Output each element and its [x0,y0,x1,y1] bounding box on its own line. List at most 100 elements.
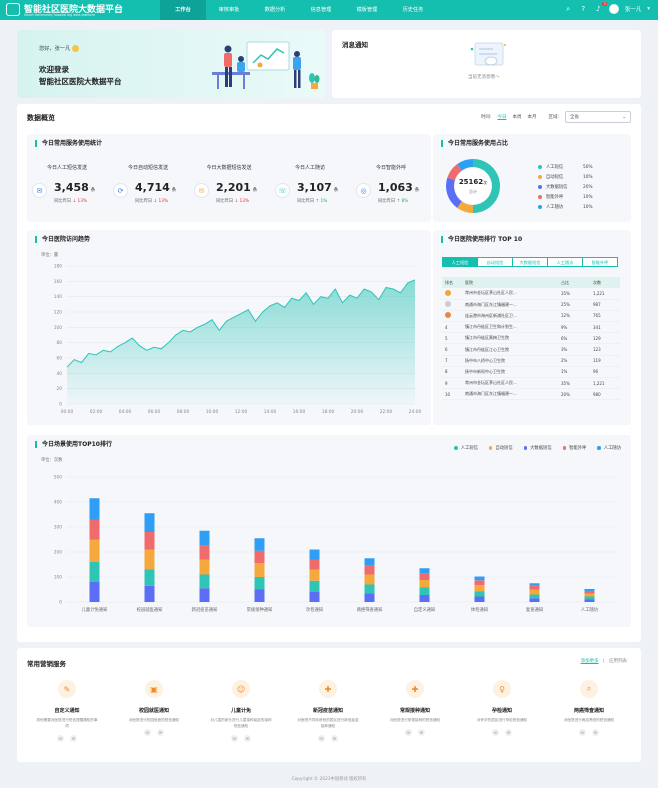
service-card[interactable]: ⌕ 两癌筛查通知 对医院进行两癌筛查的短信通知 ☏ ✉ [549,680,629,755]
legend-item: 智能外呼 10% [538,192,618,202]
time-option-today[interactable]: 今日 [497,115,507,120]
table-row[interactable]: 1常州市金坛区茅山社区人民...35%1,221 [442,288,620,300]
stat-bigdata-sms: 今日大数据短信发送 ✉ 2,201 条 同比昨日 ↓ 13% [189,164,269,214]
service-card[interactable]: ☺ 儿童计免 对儿童的家长进行儿童接种疫苗的接种短信通知 ☏ ✉ [201,680,281,755]
avatar[interactable] [608,4,619,14]
region-select[interactable]: 全省 ⌄ [565,111,631,123]
y-tick-label: 100 [54,575,62,581]
table-cell: 96 [590,366,620,379]
table-cell: 南通市海门区东江镇福建一... [462,388,558,401]
tab-smart-call[interactable]: 智能外呼 [582,257,618,267]
bar-segment [309,559,320,570]
app-list-link[interactable]: 应用列表 [609,659,627,664]
nav-templates[interactable]: 模板管理 [356,7,378,13]
table-row[interactable]: 3连云港市海州区新浦社区卫...12%765 [442,310,620,323]
bar-segment [584,589,595,591]
stat-value: 4,714 条 [135,181,177,194]
stat-label: 今日大数据短信发送 [206,165,252,171]
message-icon[interactable]: ✉ [592,729,599,736]
tab-bigdata-sms[interactable]: 大数据短信 [512,257,548,267]
y-tick-label: 0 [59,402,62,408]
message-icon[interactable]: ✉ [505,729,512,736]
chevron-down-icon[interactable]: ▾ [647,6,650,12]
nav-workbench[interactable]: 工作台 [160,0,206,20]
phone-icon[interactable]: ☏ [144,729,151,736]
message-icon[interactable]: ✉ [244,735,251,742]
phone-icon[interactable]: ☏ [318,735,325,742]
service-icon: ✚ [406,680,424,698]
medal-icon [445,312,451,319]
service-card[interactable]: ♀ 孕检通知 对怀孕的居民进行孕检短信通知 ☏ ✉ [462,680,542,755]
x-tick-label: 新冠疫苗通知 [192,606,218,613]
service-actions: ☏ ✉ [114,729,194,736]
table-cell: 9 [442,377,462,390]
stat-manual-followup: 今日人工随访 ☏ 3,107 条 同比昨日 ↑ 1% [270,164,350,214]
bell-icon[interactable]: ♪ 3 [595,1,607,13]
scene-ranking-title: 今日场景使用TOP10排行 [35,441,112,448]
table-row[interactable]: 9 常州市金坛区茅山社区人民... 35% 1,221 [442,377,620,390]
time-option-week[interactable]: 本周 [512,115,522,120]
y-tick-label: 100 [54,325,62,331]
trend-area [67,279,415,404]
donut-slice [447,164,462,181]
service-card[interactable]: ▣ 校园就医通知 对医院进行校园就医的短信通知 ☏ ✉ [114,680,194,755]
service-card[interactable]: ✚ 常规接种通知 对医院进行常规接种的短信通知 ☏ ✉ [375,680,455,755]
table-cell: 980 [590,388,620,401]
phone-icon[interactable]: ☏ [579,729,586,736]
bar-segment [474,576,485,581]
tab-manual-followup[interactable]: 人工随访 [547,257,583,267]
legend-item: 自动短信 [488,445,513,451]
col-share: 占比 [558,277,590,288]
service-card[interactable]: ✎ 自定义通知 其他需要对医院进行短信提醒通知的事项 ☏ ✉ [27,680,107,755]
service-actions: ☏ ✉ [201,735,281,742]
tab-manual-sms[interactable]: 人工短信 [442,257,478,267]
bar-segment [254,589,265,602]
add-more-link[interactable]: 添加更多 [580,659,599,664]
notification-badge: 3 [602,1,607,6]
phone-icon[interactable]: ☏ [57,735,64,742]
table-row[interactable]: 6 镇江市丹徒区江心卫生院 3% 123 [442,343,620,356]
message-icon[interactable]: ✉ [331,735,338,742]
scene-bar-chart: 0 100 200 300 400 500 儿童计免通知 校园就医通知 新冠疫苗通知 常规接种通知… [54,475,617,613]
table-cell: 35% [558,377,590,390]
nav-history[interactable]: 历史任务 [402,7,424,13]
time-option-month[interactable]: 本月 [527,115,537,120]
table-cell: 8 [442,366,462,379]
help-icon[interactable]: ? [581,5,586,13]
message-icon[interactable]: ✉ [70,735,77,742]
service-card[interactable]: ✚ 新冠疫苗通知 对医院不同年龄段的居民进行新冠疫苗接种通知 ☏ ✉ [288,680,368,755]
service-actions: ☏ ✉ [27,735,107,742]
search-icon[interactable]: ⌕ [566,4,571,13]
bar-segment [309,592,320,602]
table-row[interactable]: 8 扬中市新坝中心卫生院 1% 96 [442,366,620,379]
message-icon[interactable]: ✉ [157,729,164,736]
y-tick-label: 120 [54,310,62,316]
nav-analysis[interactable]: 数据分析 [264,7,286,13]
table-row[interactable]: 5 镇江市丹徒区黄梅卫生院 6% 129 [442,332,620,345]
table-row[interactable]: 7 扬中市八桥中心卫生院 2% 119 [442,355,620,367]
nav-info[interactable]: 信息管理 [310,7,332,13]
phone-icon[interactable]: ☏ [405,729,412,736]
table-cell: 扬中市八桥中心卫生院 [462,355,558,367]
table-cell: 镇江市丹徒区江心卫生院 [462,343,558,356]
visit-trend-title: 今日医院访问趋势 [35,236,90,243]
phone-icon[interactable]: ☏ [231,735,238,742]
x-tick-label: 10:00 [206,409,219,415]
table-row[interactable]: 2南通市海门区东江镇福建一...25%987 [442,299,620,311]
bar-segment [364,558,375,566]
sms-icon: ✉ [32,183,47,198]
user-name[interactable]: 张一凡 [624,7,642,13]
table-row[interactable]: 10 南通市海门区东江镇福建一... 20% 980 [442,388,620,401]
phone-icon[interactable]: ☏ [492,729,499,736]
service-name: 孕检通知 [491,708,512,714]
y-tick-label: 80 [57,340,63,346]
table-cell: 20% [558,388,590,401]
table-row[interactable]: 4 镇江市丹徒区卫生和计划生... 9% 341 [442,321,620,334]
nav-review[interactable]: 审核审批 [218,7,240,13]
x-tick-label: 人工随访 [581,606,599,613]
message-icon[interactable]: ✉ [418,729,425,736]
bar-segment [309,580,320,592]
legend-item: 人工随访 [597,445,621,451]
y-tick-label: 500 [54,475,62,481]
tab-auto-sms[interactable]: 自动短信 [477,257,513,267]
